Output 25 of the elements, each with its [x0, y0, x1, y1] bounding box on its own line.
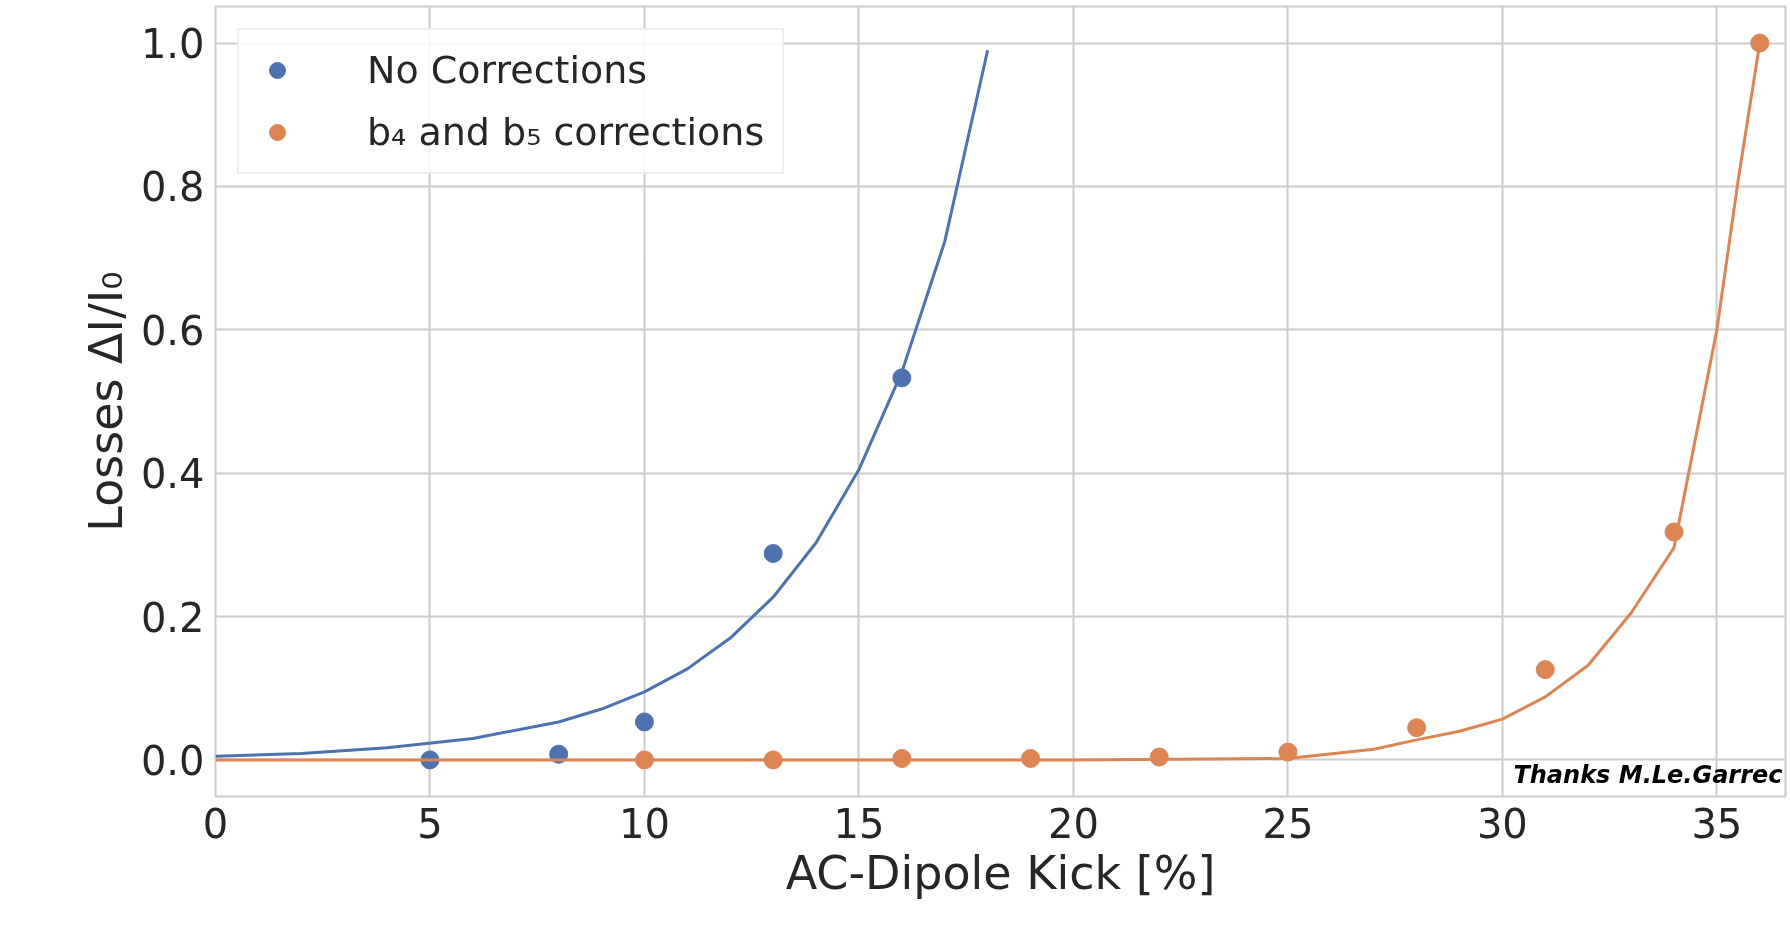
- y-tick-label: 0.6: [140, 307, 205, 354]
- x-tick-label: 15: [833, 800, 885, 847]
- x-tick-label: 0: [202, 800, 229, 847]
- x-tick-label: 10: [619, 800, 670, 847]
- y-tick-label: 0.8: [140, 164, 205, 211]
- annotation: Thanks M.Le.Garrec: [1513, 760, 1783, 789]
- x-tick-label: 20: [1047, 800, 1099, 847]
- x-tick-label: 35: [1691, 800, 1743, 847]
- y-axis-title: Losses ΔI/I₀: [78, 271, 133, 532]
- legend-label: b₄ and b₅ corrections: [367, 110, 765, 154]
- point: [1535, 660, 1555, 680]
- x-tick-label: 30: [1476, 800, 1528, 847]
- y-tick-label: 0.2: [140, 594, 205, 641]
- x-axis-title: AC-Dipole Kick [%]: [785, 845, 1216, 900]
- point: [634, 712, 654, 732]
- line-series: [215, 48, 990, 758]
- y-tick-label: 0.4: [140, 451, 205, 498]
- y-tick-label: 1.0: [140, 21, 205, 68]
- point: [1407, 718, 1427, 738]
- y-tick-label: 0.0: [140, 737, 205, 784]
- x-tick-label: 5: [417, 800, 443, 847]
- legend-label: No Corrections: [367, 48, 648, 92]
- x-tick-label: 25: [1262, 800, 1314, 847]
- point: [763, 544, 783, 563]
- point: [1750, 33, 1770, 53]
